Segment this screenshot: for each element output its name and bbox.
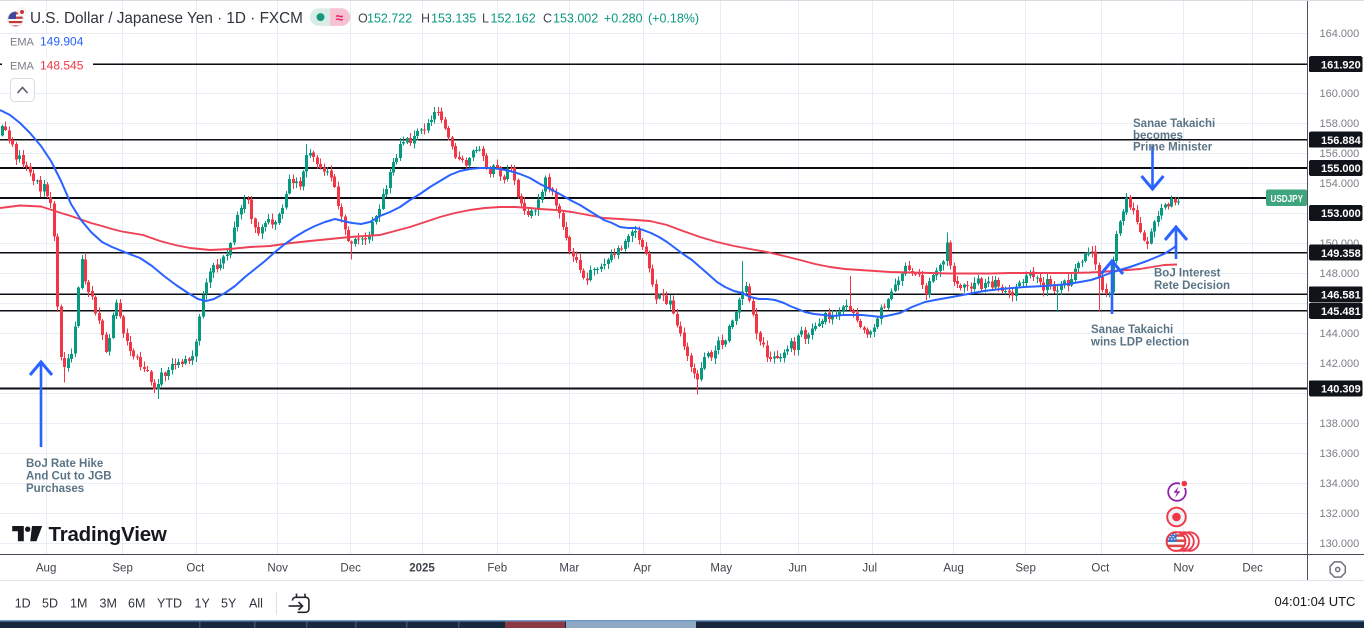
svg-text:TradingView: TradingView: [49, 523, 167, 546]
svg-text:U.S. Dollar / Japanese Yen · 1: U.S. Dollar / Japanese Yen · 1D · FXCM: [30, 10, 303, 27]
svg-text:Sanae Takaichi: Sanae Takaichi: [1091, 324, 1173, 336]
svg-text:132.000: 132.000: [1320, 508, 1360, 520]
svg-text:142.000: 142.000: [1320, 358, 1360, 370]
svg-text:Nov: Nov: [1173, 563, 1194, 575]
svg-text:154.000: 154.000: [1320, 178, 1360, 190]
svg-text:Dec: Dec: [340, 563, 361, 575]
svg-text:145.481: 145.481: [1321, 306, 1361, 318]
svg-text:O: O: [358, 12, 368, 26]
svg-text:Prime Minister: Prime Minister: [1133, 142, 1213, 154]
svg-text:155.000: 155.000: [1321, 163, 1361, 175]
svg-text:Oct: Oct: [186, 563, 205, 575]
svg-text:158.000: 158.000: [1320, 118, 1360, 130]
svg-text:1M: 1M: [70, 597, 87, 611]
svg-text:Sep: Sep: [1015, 563, 1035, 575]
svg-text:152.162: 152.162: [491, 12, 536, 26]
svg-text:138.000: 138.000: [1320, 418, 1360, 430]
svg-text:153.135: 153.135: [431, 12, 476, 26]
svg-text:Aug: Aug: [943, 563, 963, 575]
svg-text:5D: 5D: [42, 597, 58, 611]
svg-text:04:01:04 UTC: 04:01:04 UTC: [1275, 594, 1356, 609]
svg-text:Purchases: Purchases: [26, 483, 84, 495]
svg-text:Apr: Apr: [633, 563, 651, 575]
svg-text:Feb: Feb: [487, 563, 507, 575]
svg-text:Nov: Nov: [267, 563, 288, 575]
svg-text:5Y: 5Y: [221, 597, 237, 611]
svg-text:153.002: 153.002: [553, 12, 598, 26]
svg-text:148.000: 148.000: [1320, 268, 1360, 280]
svg-text:161.920: 161.920: [1321, 59, 1361, 71]
svg-text:BoJ Rate Hike: BoJ Rate Hike: [26, 458, 103, 470]
svg-text:+0.280: +0.280: [604, 12, 643, 26]
svg-text:YTD: YTD: [157, 597, 182, 611]
svg-text:164.000: 164.000: [1320, 28, 1360, 40]
svg-text:becomes: becomes: [1133, 130, 1183, 142]
svg-text:3M: 3M: [100, 597, 117, 611]
svg-text:(+0.18%): (+0.18%): [648, 12, 699, 26]
svg-text:Rete Decision: Rete Decision: [1154, 280, 1230, 292]
svg-text:153.000: 153.000: [1321, 208, 1361, 220]
svg-text:1D: 1D: [15, 597, 31, 611]
svg-text:H: H: [421, 12, 430, 26]
svg-text:134.000: 134.000: [1320, 478, 1360, 490]
svg-text:BoJ Interest: BoJ Interest: [1154, 268, 1221, 280]
svg-text:Sanae Takaichi: Sanae Takaichi: [1133, 118, 1215, 130]
svg-text:May: May: [710, 563, 732, 575]
svg-text:Aug: Aug: [36, 563, 56, 575]
svg-text:EMA: EMA: [10, 37, 35, 49]
svg-text:Jul: Jul: [862, 563, 877, 575]
svg-text:1Y: 1Y: [195, 597, 211, 611]
svg-text:All: All: [249, 597, 263, 611]
svg-text:2025: 2025: [409, 563, 435, 575]
svg-text:Mar: Mar: [559, 563, 579, 575]
svg-text:USDJPY: USDJPY: [1271, 193, 1304, 205]
svg-text:L: L: [482, 12, 489, 26]
svg-text:Dec: Dec: [1242, 563, 1263, 575]
svg-text:160.000: 160.000: [1320, 88, 1360, 100]
svg-text:156.884: 156.884: [1321, 135, 1362, 147]
svg-text:≈: ≈: [336, 10, 344, 26]
svg-text:136.000: 136.000: [1320, 448, 1360, 460]
svg-text:152.722: 152.722: [367, 12, 412, 26]
svg-text:6M: 6M: [128, 597, 145, 611]
svg-text:And Cut to JGB: And Cut to JGB: [26, 471, 112, 483]
svg-text:149.904: 149.904: [40, 35, 84, 49]
svg-text:C: C: [543, 12, 552, 26]
svg-text:Oct: Oct: [1091, 563, 1110, 575]
svg-text:130.000: 130.000: [1320, 538, 1360, 550]
svg-text:Jun: Jun: [788, 563, 807, 575]
svg-text:Sep: Sep: [112, 563, 132, 575]
svg-text:156.000: 156.000: [1320, 148, 1360, 160]
svg-text:140.309: 140.309: [1321, 384, 1361, 396]
svg-text:149.358: 149.358: [1321, 248, 1361, 260]
svg-text:148.545: 148.545: [40, 59, 84, 73]
svg-text:wins LDP election: wins LDP election: [1090, 337, 1189, 349]
svg-text:146.581: 146.581: [1321, 290, 1361, 302]
svg-text:144.000: 144.000: [1320, 328, 1360, 340]
svg-text:EMA: EMA: [10, 61, 35, 73]
